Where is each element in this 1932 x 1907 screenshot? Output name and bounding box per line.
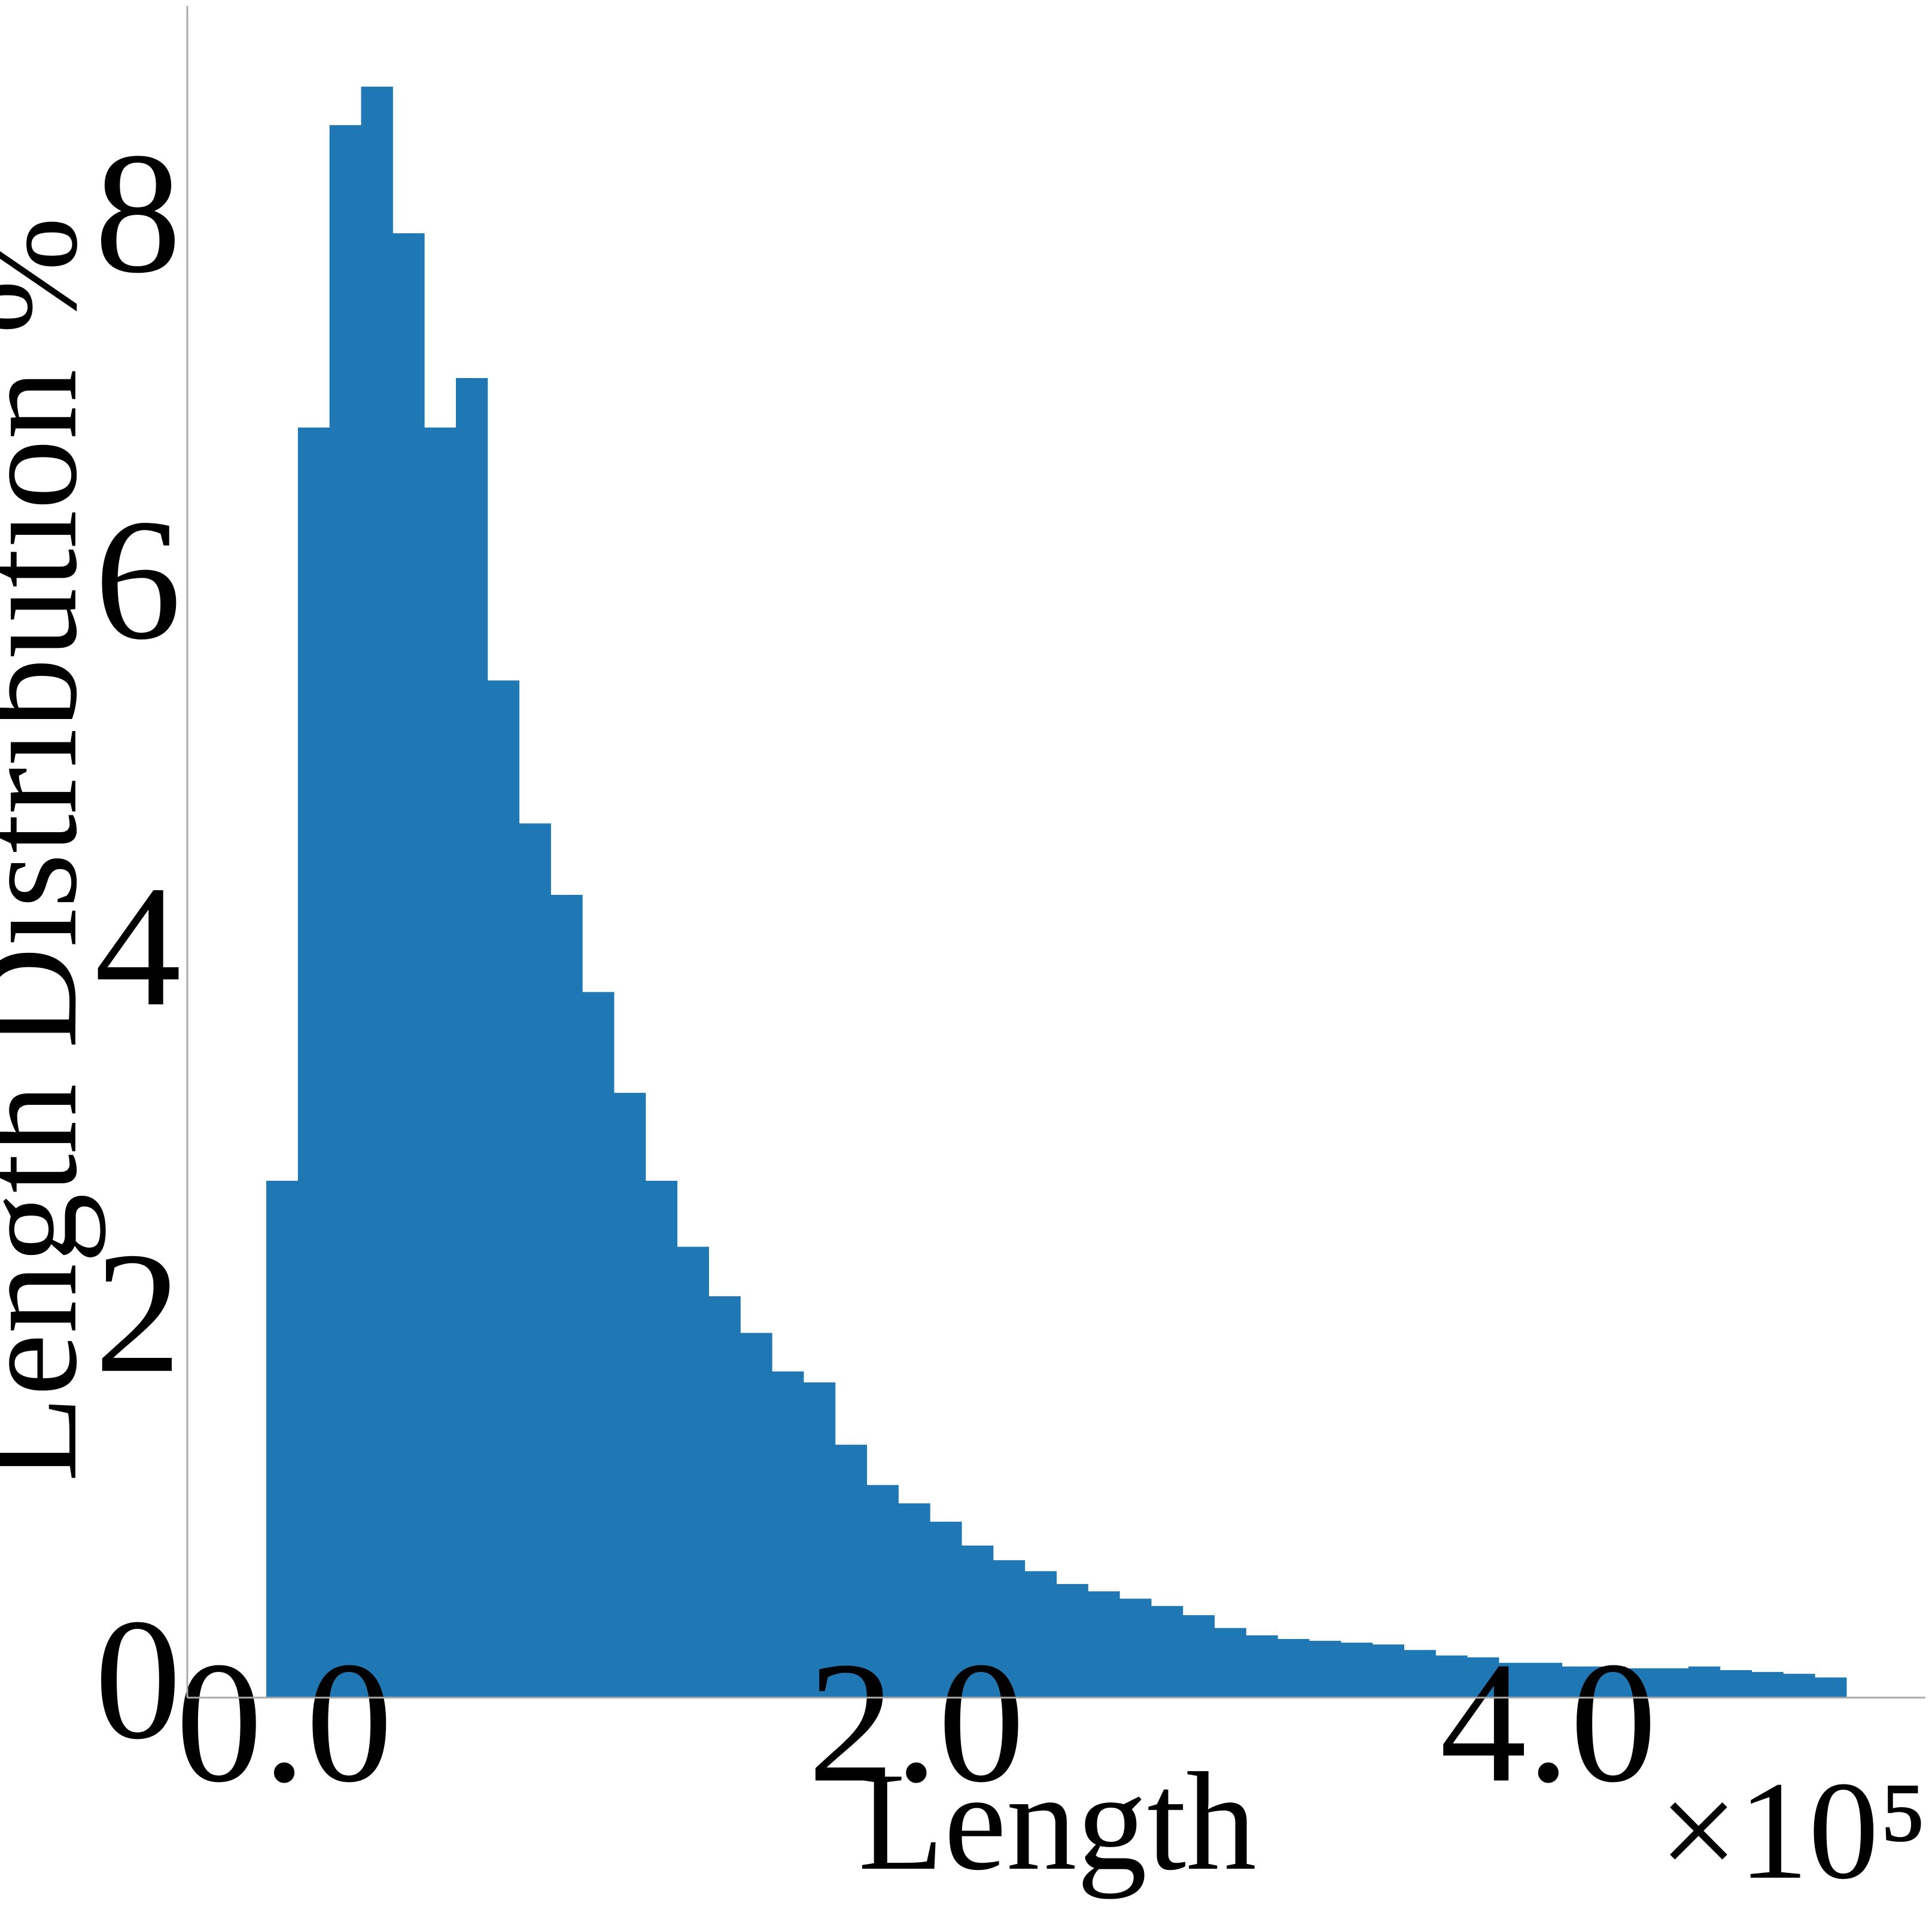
bar [1815, 1677, 1847, 1698]
bar [1372, 1644, 1404, 1698]
bar [835, 1445, 868, 1698]
bar [772, 1371, 804, 1698]
bar [455, 377, 488, 1698]
bar [487, 680, 520, 1698]
y-tick-label: 8 [95, 117, 181, 309]
bar [1151, 1606, 1183, 1698]
x-tick-label: 2.0 [808, 1626, 1025, 1818]
bar [1119, 1598, 1152, 1698]
bar [1498, 1662, 1531, 1698]
bar [1246, 1635, 1278, 1698]
bar [1214, 1628, 1246, 1698]
bar [803, 1382, 836, 1698]
bar [898, 1503, 930, 1698]
bar [582, 992, 614, 1698]
bar [519, 823, 551, 1698]
bar [1024, 1571, 1057, 1698]
y-tick-label: 2 [95, 1217, 181, 1409]
bar [1562, 1666, 1594, 1698]
bar [993, 1560, 1026, 1698]
bar [1593, 1666, 1626, 1698]
bar [614, 1092, 646, 1698]
x-offset-label: ×10⁵ [1659, 1753, 1928, 1907]
bar [297, 427, 330, 1698]
y-axis-label: Length Distribution % [0, 217, 106, 1482]
bar [1751, 1672, 1784, 1698]
bar [962, 1545, 994, 1698]
bar [677, 1247, 709, 1698]
bar [740, 1333, 772, 1698]
bar [550, 895, 583, 1698]
bar [424, 427, 457, 1698]
x-tick-label: 4.0 [1440, 1626, 1657, 1818]
bar [708, 1296, 741, 1698]
bar [1625, 1668, 1657, 1698]
x-axis-label: Length [858, 1744, 1256, 1899]
bar [1688, 1666, 1721, 1698]
y-tick-label: 4 [95, 850, 181, 1042]
bar [1783, 1674, 1815, 1698]
bar [1657, 1668, 1689, 1698]
y-tick-label: 0 [95, 1583, 181, 1775]
bar [1277, 1638, 1310, 1698]
bar [866, 1485, 899, 1698]
bar [1404, 1650, 1436, 1698]
bar [1340, 1643, 1373, 1698]
bar [645, 1180, 678, 1698]
bar [329, 125, 361, 1698]
bar [1435, 1655, 1468, 1698]
bar [1530, 1662, 1563, 1698]
bar [1088, 1591, 1120, 1698]
bar [1056, 1584, 1088, 1698]
bar [1309, 1641, 1341, 1698]
x-tick-label: 0.0 [176, 1626, 393, 1818]
y-tick-label: 6 [95, 483, 181, 675]
bar [930, 1521, 962, 1698]
bar [361, 86, 393, 1698]
bar [1467, 1657, 1499, 1698]
bar [393, 233, 425, 1698]
bar [266, 1180, 299, 1698]
bar [1182, 1615, 1215, 1698]
bar [1720, 1670, 1752, 1698]
